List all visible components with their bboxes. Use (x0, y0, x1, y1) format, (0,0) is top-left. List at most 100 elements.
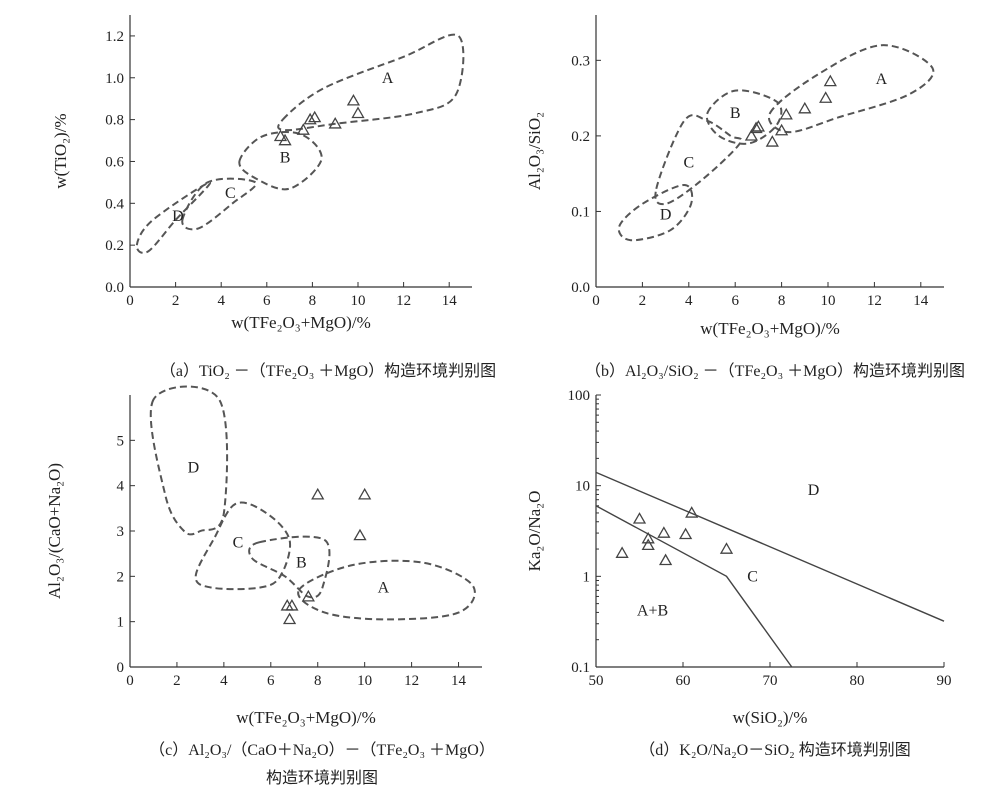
x-tick-label: 6 (267, 673, 275, 689)
x-tick-label: 12 (404, 673, 419, 689)
x-tick-label: 12 (396, 293, 411, 309)
x-tick-label: 80 (850, 673, 865, 689)
y-tick-label: 0.4 (105, 196, 124, 212)
figure-caption: （d）K₂O/Na₂O－SiO₂ 构造环境判别图 (639, 740, 910, 759)
data-point-triangle (685, 506, 699, 518)
data-point-triangle (303, 112, 317, 125)
x-tick-label: 70 (763, 673, 778, 689)
data-point-triangle (311, 487, 325, 500)
x-tick-label: 8 (309, 293, 317, 309)
region-b-outline (705, 89, 783, 145)
y-tick-label: 0.6 (105, 154, 124, 170)
y-tick-label: 2 (117, 569, 125, 585)
y-tick-label: 100 (568, 388, 591, 404)
y-axis-label: Al₂O₃/(CaO+Na₂O) (45, 463, 64, 599)
data-point-triangle (765, 135, 779, 147)
figure-caption: 构造环境判别图 (266, 768, 378, 787)
data-point-triangle (779, 107, 793, 120)
boundary-line (595, 505, 793, 668)
data-point-triangle (353, 528, 367, 541)
region-label: D (172, 208, 184, 225)
x-tick-label: 0 (126, 293, 134, 309)
data-point-triangle (358, 487, 372, 500)
x-tick-label: 2 (172, 293, 180, 309)
region-c-outline (181, 177, 258, 231)
data-point-triangle (641, 531, 655, 544)
x-tick-label: 6 (731, 293, 739, 309)
y-tick-label: 0.1 (571, 660, 590, 676)
region-a-outline (768, 44, 935, 134)
data-point-triangle (719, 542, 734, 554)
region-a-outline (297, 559, 476, 621)
y-tick-label: 1 (117, 615, 125, 631)
chart-panel-1: 0 2 4 6 8 10 12 14 0.0 0.2 0.4 0.6 0.8 1.0 1.2 w(TFe₂O₃… (51, 15, 496, 380)
x-axis-label: w(SiO₂)/% (733, 708, 808, 727)
data-point-triangle (744, 129, 759, 141)
y-tick-label: 10 (575, 479, 590, 495)
data-point-triangle (823, 74, 837, 87)
chart-panel-4: 50 60 70 80 90 0.1 1 10 100 w(SiO₂)/% Ka₂O/Na₂O D C A… (525, 388, 952, 759)
y-tick-label: 0.0 (571, 280, 590, 296)
data-point-triangle (351, 106, 365, 119)
x-tick-label: 0 (126, 673, 134, 689)
figure-caption: （c）Al₂O₃/（CaO＋Na₂O）－（TFe₂O₃ ＋MgO） (149, 741, 495, 759)
data-point-triangle (282, 612, 297, 625)
x-tick-label: 14 (913, 293, 929, 309)
region-label: C (747, 568, 758, 585)
data-point-triangle (278, 133, 292, 146)
region-label: D (808, 482, 820, 499)
region-a-outline (277, 33, 465, 132)
region-label: D (188, 460, 200, 477)
x-tick-label: 2 (173, 673, 181, 689)
boundary-line (595, 471, 945, 622)
x-tick-label: 8 (314, 673, 322, 689)
y-tick-label: 1.2 (105, 29, 124, 45)
data-point-triangle (658, 553, 673, 566)
y-axis-label: Al₂O₃/SiO₂ (525, 112, 544, 190)
region-label: A (382, 70, 394, 87)
data-point-triangle (301, 589, 315, 602)
data-point-triangle (751, 120, 766, 132)
y-tick-label: 0.3 (571, 53, 590, 69)
y-tick-label: 0.0 (105, 280, 124, 296)
x-tick-label: 4 (217, 293, 225, 309)
data-point-triangle (273, 129, 288, 142)
data-point-triangle (678, 527, 693, 540)
x-tick-label: 10 (357, 673, 372, 689)
data-point-triangle (657, 526, 671, 538)
region-d-outline (617, 183, 694, 242)
y-tick-label: 5 (117, 433, 125, 449)
data-point-triangle (641, 538, 655, 551)
x-tick-label: 4 (685, 293, 693, 309)
x-tick-label: 8 (778, 293, 786, 309)
data-point-triangle (296, 123, 310, 135)
region-label: A (378, 580, 390, 597)
region-label: A (876, 71, 888, 88)
y-tick-label: 3 (117, 524, 125, 540)
chart-panel-2: 0 2 4 6 8 10 12 14 0.0 0.1 0.2 0.3 w(TFe₂O₃+MgO)/% Al… (525, 15, 965, 380)
region-label: D (660, 206, 672, 223)
data-point-triangle (346, 93, 361, 106)
y-tick-label: 0.2 (571, 129, 590, 145)
x-tick-label: 2 (639, 293, 647, 309)
y-tick-label: 1 (583, 569, 591, 585)
region-b-outline (238, 131, 323, 191)
y-axis-label: Ka₂O/Na₂O (525, 491, 544, 572)
x-tick-label: 14 (442, 293, 458, 309)
y-tick-label: 1.0 (105, 71, 124, 87)
x-tick-label: 6 (263, 293, 271, 309)
x-tick-label: 90 (937, 673, 952, 689)
region-label: B (730, 105, 741, 122)
chart-panel-3: 0 2 4 6 8 10 12 14012345w(TFe₂O₃+MgO)/%Al₂O₃/(C… (45, 385, 495, 787)
data-point-triangle (328, 116, 342, 129)
x-axis-label: w(TFe₂O₃+MgO)/% (700, 319, 839, 338)
figure-caption: （b）Al₂O₃/SiO₂ －（TFe₂O₃ ＋MgO）构造环境判别图 (585, 361, 965, 380)
y-tick-label: 4 (117, 479, 125, 495)
y-axis-label: w(TiO₂)/% (51, 113, 70, 188)
x-axis-label: w(TFe₂O₃+MgO)/% (231, 313, 370, 332)
x-tick-label: 10 (821, 293, 836, 309)
data-point-triangle (285, 598, 299, 611)
data-point-triangle (819, 91, 833, 103)
region-label: C (683, 154, 694, 171)
